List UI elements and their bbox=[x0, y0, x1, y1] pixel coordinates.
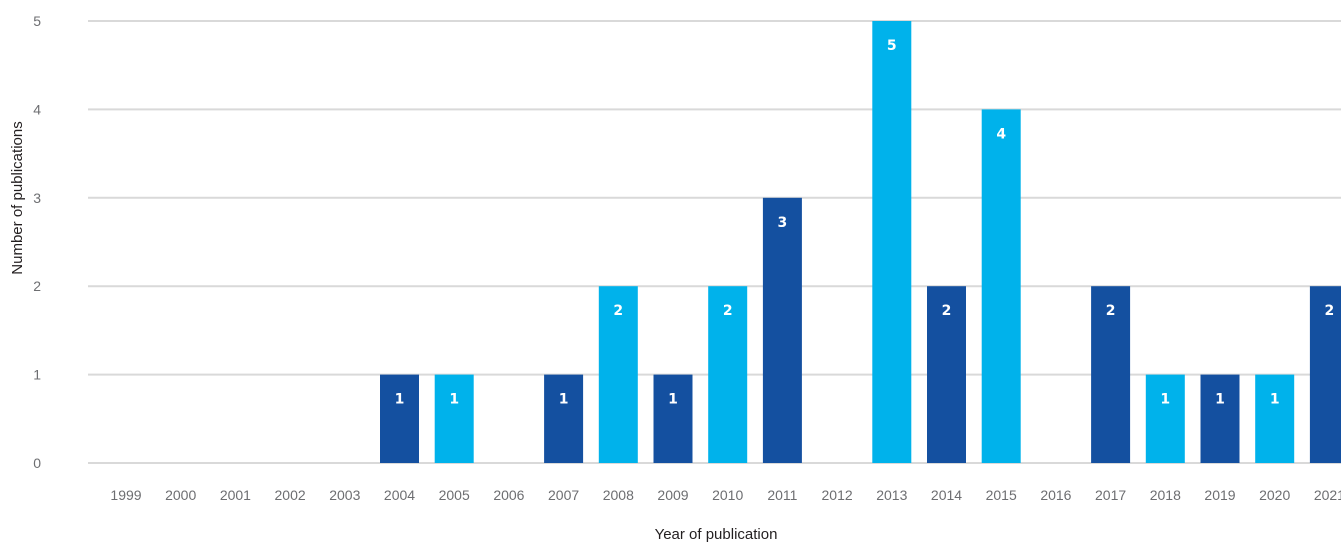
x-tick-label: 2020 bbox=[1259, 487, 1290, 503]
x-tick-label: 2018 bbox=[1150, 487, 1181, 503]
x-tick-label: 2006 bbox=[493, 487, 524, 503]
y-axis-ticks: 0 1 2 3 4 5 bbox=[33, 13, 41, 471]
data-label: 3 bbox=[778, 215, 788, 231]
bar bbox=[380, 374, 419, 463]
x-tick-label: 2002 bbox=[275, 487, 306, 503]
data-label: 2 bbox=[723, 303, 733, 319]
bar bbox=[1145, 374, 1185, 463]
bar bbox=[762, 197, 802, 464]
bar bbox=[1091, 286, 1131, 463]
x-tick-label: 2003 bbox=[329, 487, 360, 503]
bar bbox=[1309, 286, 1341, 463]
bar bbox=[708, 286, 748, 463]
x-tick-label: 2007 bbox=[548, 487, 579, 503]
x-tick-label: 2016 bbox=[1040, 487, 1071, 503]
data-label: 4 bbox=[996, 126, 1006, 142]
bar bbox=[981, 109, 1021, 464]
data-label: 2 bbox=[613, 303, 623, 319]
bar bbox=[598, 286, 638, 463]
x-tick-label: 2014 bbox=[931, 487, 962, 503]
x-tick-label: 2009 bbox=[657, 487, 688, 503]
y-tick-label: 1 bbox=[33, 367, 41, 383]
y-tick-label: 2 bbox=[33, 278, 41, 294]
y-tick-label: 5 bbox=[33, 13, 41, 29]
bar bbox=[653, 374, 693, 463]
bars bbox=[380, 21, 1341, 464]
x-axis-title: Year of publication bbox=[655, 526, 778, 543]
data-label: 1 bbox=[559, 392, 569, 408]
y-tick-label: 0 bbox=[33, 455, 41, 471]
y-tick-label: 3 bbox=[33, 190, 41, 206]
bar bbox=[872, 21, 912, 463]
bar bbox=[1200, 374, 1240, 463]
bar bbox=[927, 286, 966, 463]
x-tick-label: 2011 bbox=[767, 487, 797, 503]
x-tick-label: 2005 bbox=[439, 487, 470, 503]
data-label: 1 bbox=[1215, 392, 1225, 408]
x-tick-label: 2013 bbox=[876, 487, 907, 503]
bar bbox=[544, 374, 584, 463]
x-tick-label: 2021 bbox=[1314, 487, 1341, 503]
bar bbox=[1255, 374, 1295, 463]
bar bbox=[434, 374, 474, 463]
y-tick-label: 4 bbox=[33, 101, 41, 117]
data-label: 1 bbox=[449, 392, 459, 408]
x-axis-ticks: 1999 2000 2001 2002 2003 2004 2005 2006 2007 2008… bbox=[110, 487, 1341, 503]
data-label: 2 bbox=[1325, 303, 1335, 319]
x-tick-label: 2017 bbox=[1095, 487, 1126, 503]
data-label: 1 bbox=[1160, 392, 1170, 408]
x-tick-label: 2019 bbox=[1204, 487, 1235, 503]
x-tick-label: 2008 bbox=[603, 487, 634, 503]
data-label: 5 bbox=[887, 38, 897, 54]
x-tick-label: 2000 bbox=[165, 487, 196, 503]
data-label: 2 bbox=[1106, 303, 1116, 319]
x-tick-label: 1999 bbox=[110, 487, 141, 503]
x-tick-label: 2012 bbox=[822, 487, 853, 503]
x-tick-label: 2015 bbox=[986, 487, 1017, 503]
data-label: 2 bbox=[942, 303, 952, 319]
data-label: 1 bbox=[395, 392, 405, 408]
data-label: 1 bbox=[668, 392, 678, 408]
data-label: 1 bbox=[1270, 392, 1280, 408]
x-tick-label: 2010 bbox=[712, 487, 743, 503]
x-tick-label: 2004 bbox=[384, 487, 415, 503]
y-axis-title: Number of publications bbox=[9, 121, 26, 274]
data-labels: 1 1 1 2 1 2 3 5 2 4 2 1 1 1 2 bbox=[395, 38, 1335, 408]
x-tick-label: 2001 bbox=[220, 487, 251, 503]
